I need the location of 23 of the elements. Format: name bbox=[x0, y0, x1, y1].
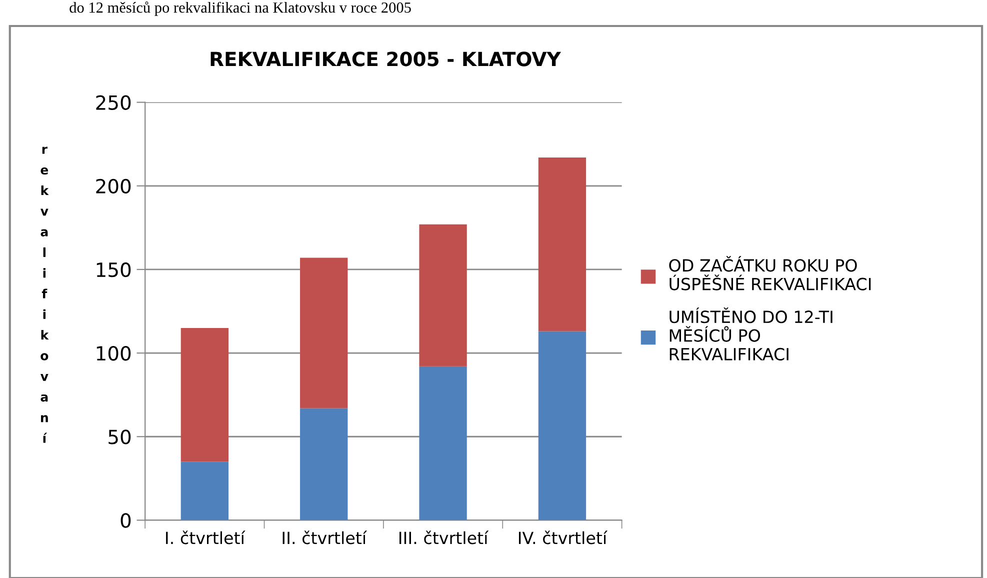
bar bbox=[419, 366, 467, 520]
x-tick-label: IV. čtvrtletí bbox=[518, 530, 608, 544]
bar bbox=[180, 328, 229, 462]
legend-label: OD ZAČÁTKU ROKU PO ÚSPĚŠNÉ REKVALIFIKACI bbox=[669, 256, 871, 290]
text: do 12 měsíců po rekvalifikaci na Klatovsku v roce 2005 bbox=[70, 2, 411, 16]
x-tick-label: III. čtvrtletí bbox=[400, 530, 489, 544]
y-tick-label: 150 bbox=[96, 262, 131, 278]
bar bbox=[300, 408, 348, 520]
bar bbox=[538, 331, 586, 520]
bar bbox=[538, 157, 586, 332]
text: rekvalifikovaní bbox=[40, 146, 49, 443]
y-tick-label: 100 bbox=[96, 346, 131, 361]
bar bbox=[419, 224, 467, 366]
bar bbox=[180, 462, 229, 520]
y-tick-label: 200 bbox=[96, 178, 131, 194]
chart-title: REKVALIFIKACE 2005 - KLATOVY bbox=[210, 52, 562, 66]
x-tick-label: I. čtvrtletí bbox=[166, 530, 246, 544]
y-tick-label: 0 bbox=[120, 513, 131, 528]
legend-label: UMÍSTĚNO DO 12-TI MĚSÍCŮ PO REKVALIFIKACI bbox=[670, 307, 832, 360]
y-tick-label: 50 bbox=[108, 430, 131, 444]
y-tick-label: 250 bbox=[96, 95, 131, 110]
x-tick-label: II. čtvrtletí bbox=[282, 530, 368, 544]
bar bbox=[300, 258, 348, 408]
